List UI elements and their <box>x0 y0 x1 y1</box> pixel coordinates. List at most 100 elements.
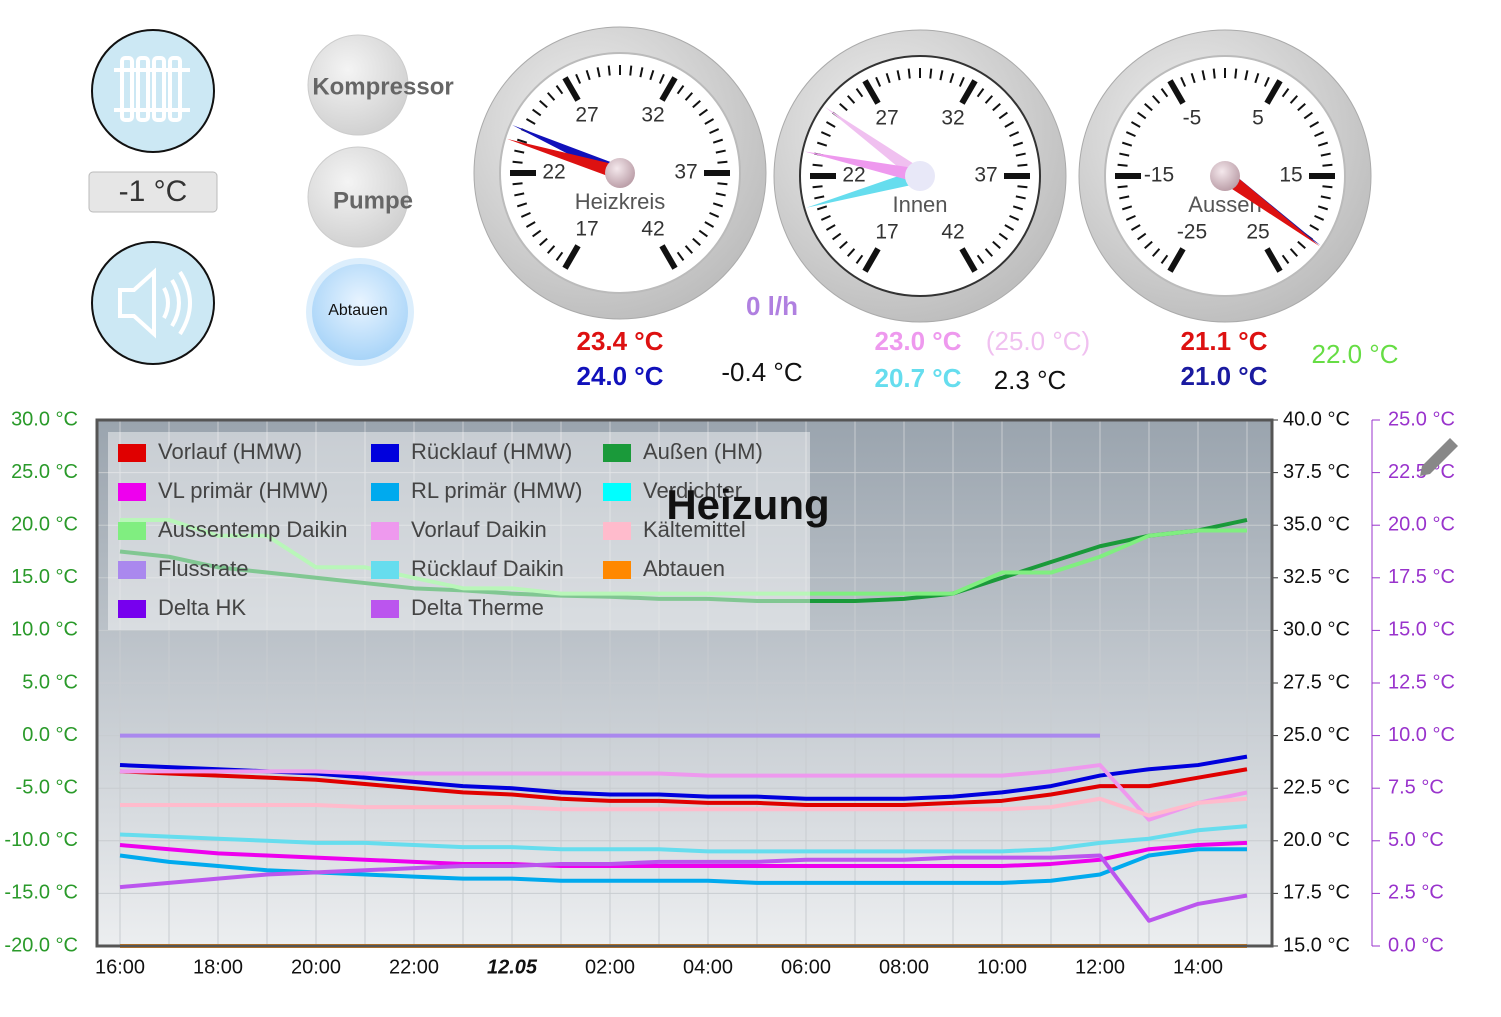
x-tick-label: 02:00 <box>585 956 635 978</box>
series-line <box>119 517 1248 603</box>
gauge-tick <box>659 244 678 270</box>
gauge-tick-label: 37 <box>674 161 697 184</box>
needle-readout: (25.0 °C) <box>986 326 1090 356</box>
gauge-minor-tick <box>658 73 665 84</box>
x-tick-label: 08:00 <box>879 956 929 978</box>
gauge-minor-tick <box>1119 152 1130 157</box>
gauge-minor-tick <box>1297 102 1306 112</box>
gauge-tick-label: 17 <box>575 218 598 241</box>
gauge-tick <box>959 79 978 105</box>
gauge-minor-tick <box>812 185 823 189</box>
gauge-minor-tick <box>1303 111 1313 120</box>
series-line <box>119 767 1248 808</box>
gauge-minor-tick <box>1281 88 1290 98</box>
gauge-minor-tick <box>698 229 708 238</box>
gauge-minor-tick <box>855 88 864 98</box>
gauge-minor-tick <box>684 245 694 254</box>
gauge-needle <box>1220 170 1320 247</box>
outside-value: -1 °C <box>119 175 188 208</box>
gauge-minor-tick <box>1314 214 1325 221</box>
gauge-minor-tick <box>712 138 724 144</box>
gauge-minor-tick <box>607 65 611 76</box>
gauge-minor-tick <box>1160 88 1169 98</box>
gauge-minor-tick <box>1117 163 1128 167</box>
readout: 22.0 °C <box>1311 339 1398 369</box>
gauge-name: Heizkreis <box>575 189 665 214</box>
gauge-minor-tick <box>1190 72 1196 84</box>
gauge-minor-tick <box>839 240 848 250</box>
gauge-cap <box>605 158 635 188</box>
y3-tick-label: 12.5 °C <box>1388 671 1455 693</box>
gauge-cap <box>1210 161 1240 191</box>
pump-button[interactable] <box>307 146 409 248</box>
compressor-button[interactable] <box>307 34 409 136</box>
series-line <box>120 796 1248 818</box>
y-tick-label: -15.0 °C <box>4 882 78 904</box>
y-tick-label: -5.0 °C <box>16 776 78 798</box>
gauge-minor-tick <box>1297 240 1306 250</box>
x-tick-label: 10:00 <box>977 956 1027 978</box>
needle-readout: 24.0 °C <box>576 361 663 391</box>
gauge-tick <box>1167 247 1186 273</box>
gauge-tick-label: 22 <box>842 164 865 187</box>
gauge-needle <box>824 106 925 182</box>
gauge-tick <box>562 76 581 102</box>
series-line <box>120 517 1247 596</box>
y2-tick-label: 17.5 °C <box>1283 882 1350 904</box>
legend-swatch <box>371 600 399 618</box>
gauge-needle <box>806 169 922 208</box>
speaker-icon <box>118 267 192 339</box>
gauge-name: Innen <box>892 192 947 217</box>
legend-swatch <box>118 522 146 540</box>
gauge-minor-tick <box>546 92 556 101</box>
gauge-minor-tick <box>1009 131 1020 138</box>
gauge-minor-tick <box>516 138 528 144</box>
x-tick-label: 16:00 <box>95 956 145 978</box>
legend-label: RL primär (HMW) <box>411 478 583 503</box>
gauge-minor-tick <box>1004 224 1015 231</box>
gauge-tick-label: 27 <box>875 106 898 129</box>
gauge-minor-tick <box>596 67 601 78</box>
button-label: Kompressor <box>312 73 453 100</box>
legend-swatch <box>371 444 399 462</box>
y-tick-label: 10.0 °C <box>11 619 78 641</box>
gauge-tick <box>862 79 881 105</box>
legend-swatch <box>371 522 399 540</box>
gauge-minor-tick <box>1144 102 1153 112</box>
legend-swatch <box>603 561 631 579</box>
y-tick-label: 0.0 °C <box>22 724 78 746</box>
legend-label: Aussentemp Daikin <box>158 517 348 542</box>
gauge-needle <box>804 151 922 183</box>
y-tick-label: 5.0 °C <box>22 671 78 693</box>
gauge-minor-tick <box>825 224 836 231</box>
gauge-tick-label: -5 <box>1183 106 1202 129</box>
gauge-minor-tick <box>846 95 856 104</box>
gauge-minor-tick <box>532 108 542 117</box>
gauge-minor-tick <box>1244 70 1249 81</box>
y-tick-label: 25.0 °C <box>11 461 78 483</box>
gauge-minor-tick <box>649 69 655 81</box>
y2-tick-label: 15.0 °C <box>1283 934 1350 956</box>
gauge-minor-tick <box>816 141 828 147</box>
y3-tick-label: 2.5 °C <box>1388 882 1444 904</box>
gauge-minor-tick <box>629 65 633 76</box>
legend-swatch <box>118 561 146 579</box>
gauge-minor-tick <box>1151 248 1161 257</box>
gauge-needle <box>507 138 623 180</box>
gauge-minor-tick <box>816 205 828 211</box>
edit-icon[interactable] <box>1420 438 1458 476</box>
chart: 16:00 18:00 20:00 22:00 12.05 02:00 04:00 06:00… <box>4 408 1455 978</box>
defrost-button[interactable] <box>312 264 408 360</box>
legend-swatch <box>371 561 399 579</box>
gauge-minor-tick <box>575 73 582 84</box>
gauge-minor-tick <box>825 121 836 128</box>
gauge-minor-tick <box>1015 152 1026 157</box>
gauge-minor-tick <box>676 85 685 95</box>
y2-tick-label: 22.5 °C <box>1283 776 1350 798</box>
needle-readout: 21.1 °C <box>1180 326 1267 356</box>
legend-label: VL primär (HMW) <box>158 478 328 503</box>
gauge-minor-tick <box>555 85 564 95</box>
gauge-minor-tick <box>1012 205 1024 211</box>
gauge-tick-label: 5 <box>1252 106 1264 129</box>
